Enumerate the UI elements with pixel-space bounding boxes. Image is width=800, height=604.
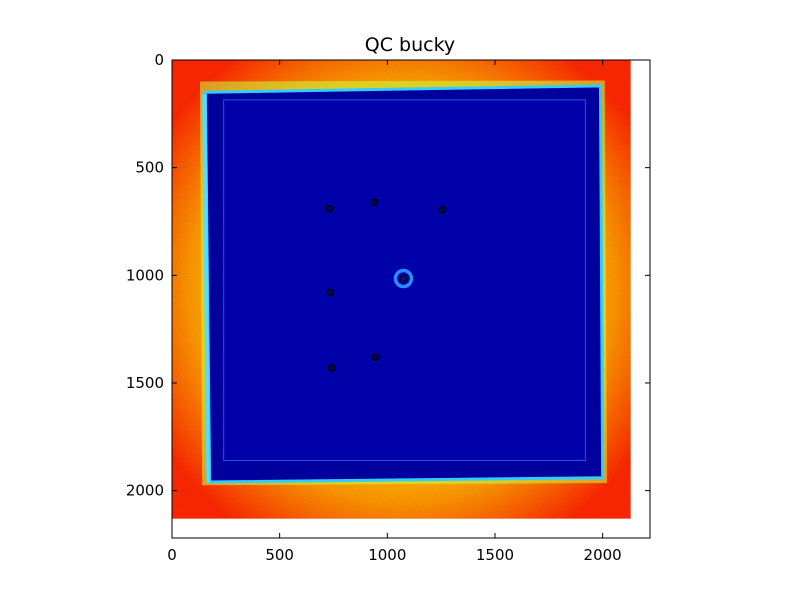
center-dot <box>399 274 408 283</box>
fiducial-marker <box>371 353 380 362</box>
fiducial-marker <box>438 205 447 214</box>
y-tick-label: 2000 <box>126 482 164 500</box>
panel-edge-stripe <box>202 94 210 484</box>
y-tick-label: 500 <box>135 159 164 177</box>
x-tick-label: 500 <box>265 546 294 564</box>
fiducial-marker <box>327 364 336 372</box>
x-tick-label: 1500 <box>476 546 514 564</box>
fiducial-marker <box>326 288 335 297</box>
x-tick-label: 2000 <box>584 546 622 564</box>
y-tick-label: 1000 <box>126 266 164 284</box>
y-tick-label: 0 <box>154 51 164 69</box>
plot-frame <box>171 59 651 539</box>
center-ring <box>393 268 414 289</box>
chart-title: QC bucky <box>364 34 456 56</box>
y-tick-label: 1500 <box>126 374 164 392</box>
fiducial-marker <box>325 204 334 213</box>
fiducial-marker <box>370 198 379 207</box>
x-tick-label: 1000 <box>368 546 406 564</box>
x-tick-label: 0 <box>167 546 177 564</box>
